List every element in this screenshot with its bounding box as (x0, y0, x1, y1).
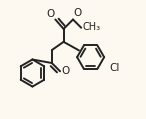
Text: O: O (74, 8, 82, 18)
Text: O: O (46, 9, 54, 19)
Text: O: O (62, 66, 70, 76)
Text: CH₃: CH₃ (83, 22, 101, 32)
Text: Cl: Cl (109, 63, 119, 73)
